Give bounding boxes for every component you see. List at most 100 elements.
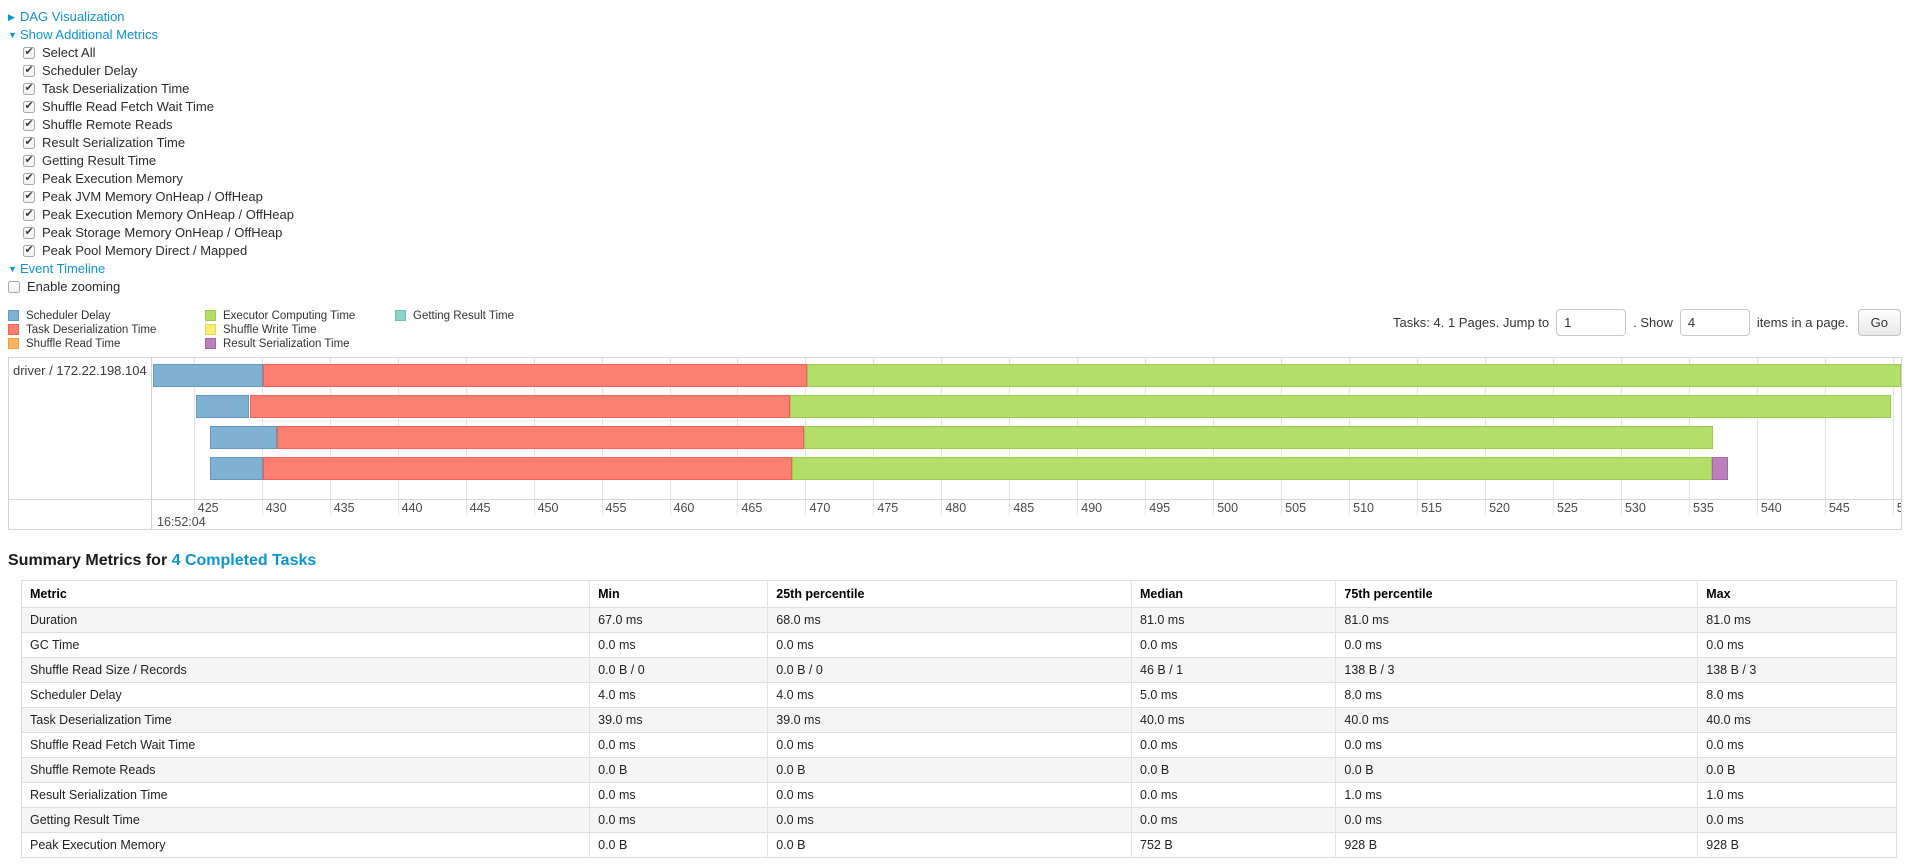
- timeline-segment-scheduler-delay[interactable]: [210, 457, 264, 480]
- metric-checkbox-scheduler-delay[interactable]: Scheduler Delay: [23, 62, 1907, 80]
- metric-value-cell: 5.0 ms: [1130, 682, 1336, 708]
- legend-item-scheduler-delay: Scheduler Delay: [8, 309, 191, 322]
- timeline-tick-label: 500: [1217, 501, 1239, 515]
- metric-checkbox-result-serialization-time[interactable]: Result Serialization Time: [23, 134, 1907, 152]
- event-timeline-toggle[interactable]: ▼ Event Timeline: [8, 260, 1907, 278]
- checkbox-icon[interactable]: [23, 63, 35, 77]
- metric-value-cell: 0.0 B: [589, 832, 768, 858]
- timeline-tick-label: 505: [1285, 501, 1307, 515]
- timeline-segment-task-deserialization[interactable]: [276, 426, 805, 449]
- checkbox-icon[interactable]: [23, 153, 35, 167]
- checkbox-label: Peak Execution Memory: [42, 171, 183, 186]
- legend-label: Task Deserialization Time: [26, 324, 157, 336]
- metric-checkbox-peak-execution-memory[interactable]: Peak Execution Memory: [23, 170, 1907, 188]
- checkbox-label: Shuffle Remote Reads: [42, 117, 173, 132]
- timeline-tick: [1145, 500, 1147, 515]
- legend-item-shuffle-read: Shuffle Read Time: [8, 337, 191, 350]
- timeline-tick-label: 465: [741, 501, 763, 515]
- timeline-segment-executor-computing[interactable]: [791, 457, 1713, 480]
- completed-tasks-link[interactable]: 4 Completed Tasks: [171, 552, 317, 569]
- metric-value-cell: 0.0 ms: [1335, 807, 1698, 833]
- timeline-tick-label: 430: [265, 501, 287, 515]
- metric-value-cell: 928 B: [1697, 832, 1897, 858]
- timeline-segment-task-deserialization[interactable]: [263, 457, 792, 480]
- timeline-segment-task-deserialization[interactable]: [249, 395, 791, 418]
- timeline-segment-scheduler-delay[interactable]: [153, 364, 264, 387]
- metric-value-cell: 81.0 ms: [1697, 607, 1897, 633]
- timeline-tick: [1213, 500, 1215, 515]
- metric-value-cell: 0.0 B: [1697, 757, 1897, 783]
- metric-checkbox-task-deserialization-time[interactable]: Task Deserialization Time: [23, 80, 1907, 98]
- checkbox-icon[interactable]: [23, 81, 35, 95]
- timeline-segment-executor-computing[interactable]: [806, 364, 1901, 387]
- metric-value-cell: 0.0 ms: [1335, 732, 1698, 758]
- timeline-tick-label: 515: [1421, 501, 1442, 515]
- go-button[interactable]: Go: [1857, 309, 1901, 336]
- metric-value-cell: 0.0 ms: [1697, 732, 1897, 758]
- legend-column: Executor Computing Time Shuffle Write Tim…: [205, 309, 381, 351]
- legend-column: Getting Result Time: [395, 309, 514, 351]
- enable-zooming-checkbox[interactable]: Enable zooming: [8, 278, 1907, 296]
- column-header: Metric: [30, 587, 67, 601]
- checkbox-icon[interactable]: [23, 207, 35, 221]
- timeline-segment-scheduler-delay[interactable]: [210, 426, 277, 449]
- dag-visualization-toggle[interactable]: ▶ DAG Visualization: [8, 8, 1907, 26]
- metric-value-cell: 1.0 ms: [1697, 782, 1897, 808]
- checkbox-label: Select All: [42, 45, 96, 60]
- metric-checkbox-peak-pool-memory-direct-mapped[interactable]: Peak Pool Memory Direct / Mapped: [23, 242, 1907, 260]
- event-timeline-label: Event Timeline: [20, 261, 106, 276]
- metric-checkbox-peak-execution-memory-onheap-offheap[interactable]: Peak Execution Memory OnHeap / OffHeap: [23, 206, 1907, 224]
- timeline-tick: [873, 500, 875, 515]
- jump-to-page-input[interactable]: [1556, 309, 1627, 336]
- timeline-tick: [1620, 500, 1622, 515]
- legend-label: Getting Result Time: [413, 310, 514, 322]
- timeline-tick-label: 520: [1489, 501, 1510, 515]
- checkbox-icon[interactable]: [23, 225, 35, 239]
- checkbox-icon[interactable]: [23, 171, 35, 185]
- timeline-segment-scheduler-delay[interactable]: [196, 395, 250, 418]
- legend-item-executor-computing: Executor Computing Time: [205, 309, 381, 322]
- metric-value-cell: 0.0 ms: [1130, 732, 1336, 758]
- timeline-segment-result-serialization[interactable]: [1712, 457, 1729, 480]
- table-header-row: Metric Min 25th percentile Median 75th perce…: [22, 580, 1897, 608]
- checkbox-icon[interactable]: [23, 45, 35, 59]
- metric-name-cell: GC Time: [21, 632, 590, 658]
- legend-label: Executor Computing Time: [223, 310, 356, 322]
- checkbox-icon[interactable]: [23, 117, 35, 131]
- summary-title-text: Summary Metrics for: [8, 552, 168, 569]
- legend-label: Shuffle Write Time: [223, 324, 317, 336]
- chevron-down-icon: ▼: [8, 30, 17, 40]
- legend-swatch-icon: [205, 324, 216, 335]
- timeline-segment-executor-computing[interactable]: [790, 395, 1892, 418]
- metric-value-cell: 0.0 ms: [1697, 807, 1897, 833]
- checkbox-icon[interactable]: [8, 281, 20, 293]
- metric-checkbox-peak-storage-memory-onheap-offheap[interactable]: Peak Storage Memory OnHeap / OffHeap: [23, 224, 1907, 242]
- column-header: Median: [1130, 580, 1336, 608]
- timeline-segment-task-deserialization[interactable]: [263, 364, 807, 387]
- timeline-segment-executor-computing[interactable]: [804, 426, 1714, 449]
- metric-value-cell: 0.0 B / 0: [589, 657, 768, 683]
- metric-name-cell: Duration: [21, 607, 590, 633]
- checkbox-icon[interactable]: [23, 243, 35, 257]
- metric-value-cell: 0.0 ms: [767, 782, 1132, 808]
- checkbox-icon[interactable]: [23, 135, 35, 149]
- timeline-tick-label: 485: [1013, 501, 1035, 515]
- checkbox-icon[interactable]: [23, 189, 35, 203]
- timeline-axis: 425 430 435 440 445 450 455 460 465 470 475 480 485 4…: [9, 499, 1901, 529]
- metric-checkbox-shuffle-read-fetch-wait-time[interactable]: Shuffle Read Fetch Wait Time: [23, 98, 1907, 116]
- timeline-tick: [1688, 500, 1690, 515]
- timeline-group-label: driver / 172.22.198.104: [13, 363, 147, 378]
- metric-checkbox-peak-jvm-memory-onheap-offheap[interactable]: Peak JVM Memory OnHeap / OffHeap: [23, 188, 1907, 206]
- legend-item-getting-result: Getting Result Time: [395, 309, 514, 322]
- show-additional-metrics-toggle[interactable]: ▼ Show Additional Metrics: [8, 26, 1907, 44]
- metric-checkbox-shuffle-remote-reads[interactable]: Shuffle Remote Reads: [23, 116, 1907, 134]
- items-per-page-input[interactable]: [1679, 309, 1750, 336]
- metric-value-cell: 1.0 ms: [1335, 782, 1698, 808]
- metric-checkbox-select-all[interactable]: Select All: [23, 44, 1907, 62]
- metric-value-cell: 0.0 ms: [1130, 782, 1336, 808]
- metric-checkbox-getting-result-time[interactable]: Getting Result Time: [23, 152, 1907, 170]
- dag-visualization-label: DAG Visualization: [20, 9, 125, 24]
- checkbox-icon[interactable]: [23, 99, 35, 113]
- timeline-tick-label: 440: [401, 501, 423, 515]
- table-row: Duration 67.0 ms 68.0 ms 81.0 ms 81.0 ms 81.0…: [21, 607, 1897, 633]
